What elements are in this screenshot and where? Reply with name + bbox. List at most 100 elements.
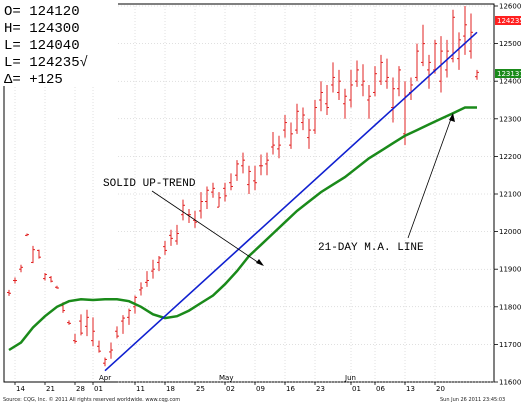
ohlc-bar	[241, 152, 245, 174]
y-tick-label: 118000	[499, 303, 521, 311]
ohlc-bar	[271, 131, 275, 155]
quote-last: L= 124235√	[4, 55, 88, 71]
y-tick-label: 124000	[499, 78, 521, 86]
x-tick-label: 23	[316, 385, 325, 393]
ohlc-bar	[247, 165, 251, 194]
y-axis-ticks: 116000 117000 118000 119000 120000 121000 1220…	[494, 3, 521, 387]
y-tick-label: 117000	[499, 341, 521, 349]
ma-price-badge-text: 123137	[497, 70, 521, 78]
ohlc-bar	[331, 62, 335, 93]
x-tick-label: 28	[76, 385, 85, 393]
quote-low: L= 124040	[4, 38, 80, 54]
ohlc-bar	[181, 199, 185, 221]
month-labels: Apr May Jun	[99, 374, 356, 382]
y-tick-label: 123000	[499, 115, 521, 123]
ohlc-bar	[283, 115, 287, 138]
y-tick-label: 119000	[499, 266, 521, 274]
ohlc-bar	[313, 100, 317, 134]
ohlc-bar	[79, 314, 83, 336]
ohlc-bar	[277, 135, 281, 159]
ohlc-bar	[385, 58, 389, 89]
quote-box	[0, 0, 118, 86]
y-tick-label: 122000	[499, 153, 521, 161]
x-tick-label: 06	[376, 385, 385, 393]
x-tick-label: 01	[352, 385, 361, 393]
ohlc-bar	[421, 24, 425, 67]
month-label: Jun	[344, 374, 356, 382]
y-tick-label: 126000	[499, 3, 521, 11]
ohlc-bar	[121, 315, 125, 334]
ohlc-bar	[205, 186, 209, 210]
ohlc-bar	[235, 160, 239, 181]
month-label: Apr	[99, 374, 111, 382]
ohlc-bar	[355, 60, 359, 87]
ohlc-bar	[7, 289, 11, 296]
x-tick-label: 16	[286, 385, 295, 393]
trend-annotation: SOLID UP-TREND	[103, 178, 196, 190]
ohlc-bar	[469, 13, 473, 59]
x-tick-label: 09	[256, 385, 265, 393]
ohlc-bar	[199, 192, 203, 219]
x-axis-ticks: 14 21 28 01 11 18 25 02 09 16 23 01 06 13 20	[14, 382, 445, 393]
ma-line	[8, 106, 477, 352]
ohlc-bar	[463, 6, 467, 55]
ohlc-bar	[361, 64, 365, 97]
ohlc-bar	[427, 54, 431, 89]
ohlc-bar	[103, 357, 107, 367]
trend-arrowhead	[256, 259, 264, 266]
y-tick-label: 121000	[499, 191, 521, 199]
ohlc-bar	[223, 182, 227, 202]
ohlc-bar	[319, 81, 323, 112]
ohlc-bar	[67, 320, 71, 325]
ohlc-bar	[97, 340, 101, 353]
x-tick-label: 14	[16, 385, 25, 393]
ohlc-bar	[25, 233, 29, 237]
ma-annotation: 21-DAY M.A. LINE	[318, 242, 424, 254]
x-tick-label: 01	[94, 385, 103, 393]
ohlc-bar	[325, 84, 329, 116]
ma-arrow	[407, 115, 453, 239]
ohlc-bar	[265, 152, 269, 176]
ohlc-bar	[37, 249, 41, 259]
ohlc-bar	[73, 333, 77, 344]
y-tick-label: 116000	[499, 379, 521, 387]
ohlc-bar	[295, 103, 299, 134]
footer-timestamp: Sun Jun 26 2011 23:45:03	[440, 397, 505, 403]
ohlc-bar	[229, 173, 233, 191]
ohlc-bar	[13, 277, 17, 284]
ohlc-bar	[337, 69, 341, 100]
ohlc-bar	[43, 272, 47, 281]
y-tick-label: 125000	[499, 40, 521, 48]
ohlc-bar	[169, 229, 173, 246]
ohlc-bar	[157, 256, 161, 272]
trend-arrow	[151, 190, 263, 266]
ohlc-bar	[55, 285, 59, 289]
ohlc-bar	[19, 264, 23, 273]
ohlc-bar	[367, 84, 371, 119]
ohlc-bar	[415, 43, 419, 82]
ohlc-bar	[193, 210, 197, 228]
ohlc-bar	[349, 69, 353, 108]
ohlc-bar	[31, 245, 35, 264]
ohlc-bar	[373, 66, 377, 97]
x-tick-label: 11	[136, 385, 145, 393]
ohlc-bar	[457, 32, 461, 70]
x-tick-label: 02	[226, 385, 235, 393]
ohlc-bar	[163, 241, 167, 255]
ohlc-bar	[379, 54, 383, 85]
ohlc-bars	[7, 6, 479, 367]
ohlc-bar	[475, 69, 479, 80]
ohlc-bar	[259, 154, 263, 176]
ohlc-bar	[289, 122, 293, 149]
footer-source: Source: CQG, Inc. © 2011 All rights rese…	[3, 396, 180, 403]
ohlc-bar	[91, 317, 95, 347]
ohlc-bar	[139, 282, 143, 296]
month-label: May	[219, 374, 233, 382]
quote-open: O= 124120	[4, 4, 80, 20]
x-tick-label: 20	[436, 385, 445, 393]
quote-high: H= 124300	[4, 21, 80, 37]
x-tick-label: 18	[166, 385, 175, 393]
ohlc-bar	[253, 165, 257, 191]
ohlc-bar	[127, 308, 131, 325]
